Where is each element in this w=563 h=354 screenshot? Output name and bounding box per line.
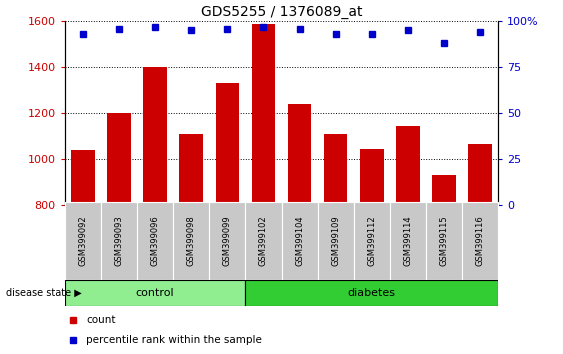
Bar [209, 202, 245, 280]
Bar [180, 134, 203, 205]
Bar [137, 202, 173, 280]
Text: GSM399109: GSM399109 [331, 215, 340, 266]
Bar [354, 202, 390, 280]
Text: GSM399096: GSM399096 [150, 215, 159, 266]
Bar [245, 280, 498, 306]
Bar [396, 126, 419, 205]
Bar [318, 202, 354, 280]
Bar [468, 144, 492, 205]
Bar [324, 134, 347, 205]
Bar [107, 113, 131, 205]
Text: GSM399104: GSM399104 [295, 215, 304, 266]
Text: GSM399114: GSM399114 [404, 215, 413, 266]
Text: percentile rank within the sample: percentile rank within the sample [87, 335, 262, 345]
Text: disease state ▶: disease state ▶ [6, 288, 82, 298]
Text: GSM399116: GSM399116 [476, 215, 485, 266]
Bar [426, 202, 462, 280]
Bar [173, 202, 209, 280]
Title: GDS5255 / 1376089_at: GDS5255 / 1376089_at [201, 5, 362, 19]
Bar [462, 202, 498, 280]
Text: GSM399092: GSM399092 [78, 215, 87, 266]
Text: control: control [136, 288, 175, 298]
Bar [360, 149, 383, 205]
Bar [101, 202, 137, 280]
Text: GSM399112: GSM399112 [367, 215, 376, 266]
Text: GSM399093: GSM399093 [114, 215, 123, 266]
Text: count: count [87, 315, 116, 325]
Bar [144, 67, 167, 205]
Text: GSM399115: GSM399115 [440, 215, 449, 266]
Bar [216, 83, 239, 205]
Bar [432, 175, 456, 205]
Bar [288, 104, 311, 205]
Bar [252, 23, 275, 205]
Bar [71, 150, 95, 205]
Bar [245, 202, 282, 280]
Bar [65, 202, 101, 280]
Bar [390, 202, 426, 280]
Bar [65, 280, 245, 306]
Text: GSM399098: GSM399098 [187, 215, 196, 266]
Bar [282, 202, 318, 280]
Text: GSM399102: GSM399102 [259, 215, 268, 266]
Text: diabetes: diabetes [348, 288, 396, 298]
Text: GSM399099: GSM399099 [223, 215, 232, 266]
